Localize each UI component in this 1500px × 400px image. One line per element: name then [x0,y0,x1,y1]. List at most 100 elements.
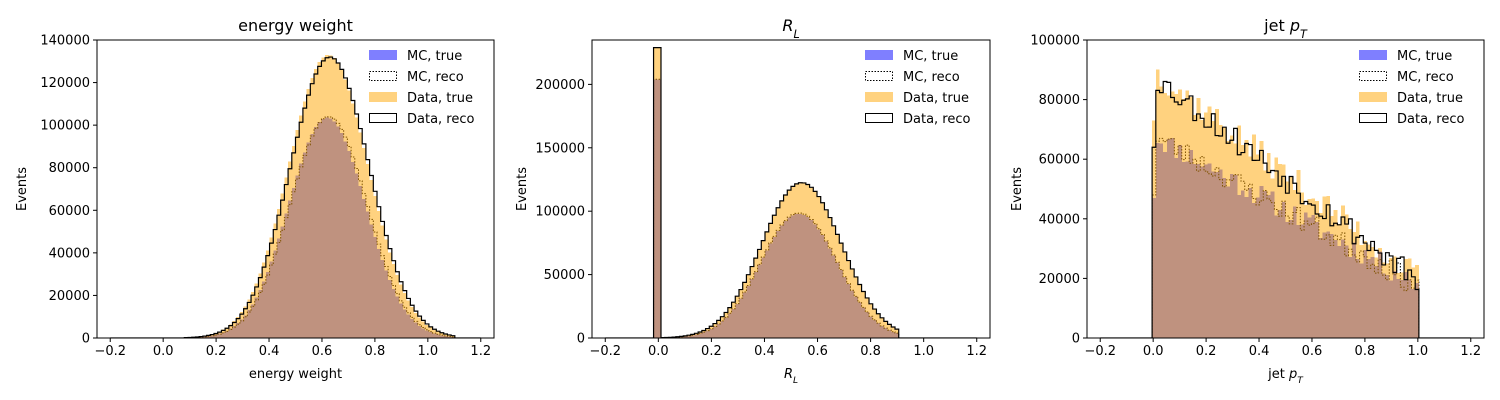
data-true-bin [1259,140,1264,338]
data-true-bin [753,258,758,338]
data-true-bin [828,218,832,338]
data-true-bin [1333,209,1338,338]
data-true-bin [1218,125,1223,338]
y-tick-label: 40000 [49,246,90,261]
data-true-bin [731,302,736,338]
data-true-bin [1396,272,1401,338]
data-true-bin [1196,97,1201,338]
y-tick-label: 150000 [535,141,585,156]
y-tick-label: 20000 [49,289,90,304]
data-true-bin [1329,216,1334,338]
data-true-bin [1392,256,1397,338]
data-true-bin [1229,135,1234,338]
data-true-bin [843,252,847,338]
x-tick-label: 0.2 [206,344,227,359]
data-true-bin [805,185,810,338]
legend-label: Data, true [903,91,969,106]
data-true-bin [869,303,873,338]
data-true-bin [1155,69,1160,338]
data-true-bin [1355,221,1360,338]
data-true-bin [451,335,455,338]
energy-weight-series-data-true [184,55,455,338]
data-true-bin [720,316,725,338]
data-true-bin [857,284,862,338]
data-true-bin [865,298,870,338]
data-true-bin [1367,244,1371,338]
data-true-bin [716,320,721,338]
data-true-bin [1222,127,1227,338]
data-true-bin [783,195,788,338]
legend-item-data-reco: Data, reco [369,112,475,127]
data-true-bin [377,211,381,338]
data-true-bin [761,241,765,338]
data-true-bin [269,237,274,338]
legend-label: MC, true [903,49,958,64]
data-true-bin [724,312,728,338]
data-true-bin [1178,89,1182,338]
data-true-bin [440,333,444,338]
data-true-bin [432,329,437,338]
rl-series-data-reco [605,47,977,338]
data-true-bin [354,117,359,338]
data-true-bin [1244,140,1249,338]
data-true-bin [735,296,739,338]
jet-pt-title: jet pT [1263,16,1308,41]
data-true-bin [1374,257,1379,338]
data-true-bin [384,239,389,338]
legend-swatch [865,50,893,60]
legend-label: MC, reco [407,70,464,85]
x-tick-label: 0.4 [1249,344,1270,359]
data-true-bin [694,333,699,338]
rl-title: RL [782,16,799,41]
data-true-bin [779,201,784,338]
data-true-bin [653,47,658,338]
data-true-bin [1233,143,1238,338]
data-true-bin [306,89,311,338]
legend-item-data-true: Data, true [865,91,969,106]
data-true-bin [1266,153,1271,338]
rl-x-axis: −0.2 0.0 0.2 0.4 0.6 0.8 1.0 1.2 [589,338,987,359]
data-true-bin [314,69,318,338]
x-tick-label: 0.0 [648,344,669,359]
data-true-bin [217,331,222,338]
data-true-bin [276,208,281,338]
data-true-bin [1292,189,1297,338]
data-true-bin [764,232,769,338]
x-tick-label: 0.2 [701,344,722,359]
data-true-bin [202,335,207,338]
rl-y-axis: 0 50000 100000 150000 200000 [535,78,592,347]
energy-weight-axes-frame [96,39,495,339]
data-true-bin [1381,262,1386,338]
data-true-bin [850,269,855,338]
y-tick-label: 80000 [49,161,90,176]
x-tick-label: 0.6 [1302,344,1323,359]
legend-swatch [1359,113,1387,123]
y-tick-label: 60000 [49,204,90,219]
data-true-bin [1370,247,1375,338]
energy-weight-y-label: Events [15,167,30,211]
x-tick-label: 0.4 [754,344,775,359]
rl-axes-frame [591,39,991,339]
data-true-bin [861,291,866,338]
legend-item-mc-reco: MC, reco [369,70,464,85]
jet-pt-panel: −0.2 0.0 0.2 0.4 0.6 0.8 1.0 1.2 0 20000 40000 6000… [1010,16,1485,386]
data-true-bin [339,70,344,338]
data-true-bin [358,132,363,338]
data-true-bin [791,186,795,338]
data-true-bin [698,332,702,338]
legend-label: MC, reco [1397,70,1454,85]
data-true-bin [247,299,252,338]
data-true-bin [1300,192,1305,338]
legend-label: Data, true [407,91,473,106]
data-true-bin [839,243,844,338]
energy-weight-panel: −0.2 0.0 0.2 0.4 0.6 0.8 1.0 1.2 0 20000 40000 6000… [15,16,495,382]
data-true-bin [1415,264,1419,338]
legend-label: Data, reco [1397,112,1465,127]
data-true-bin [1407,258,1412,338]
data-true-bin [854,277,858,338]
data-true-bin [210,334,214,338]
data-true-bin [679,336,684,338]
data-true-bin [887,324,892,338]
data-true-bin [876,313,881,338]
